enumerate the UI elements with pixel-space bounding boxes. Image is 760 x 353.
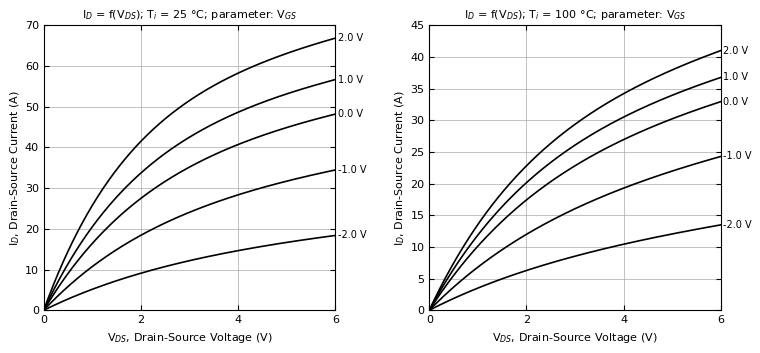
Text: 1.0 V: 1.0 V bbox=[337, 74, 363, 85]
Title: I$_D$ = f(V$_{DS}$); T$_i$ = 100 °C; parameter: V$_{GS}$: I$_D$ = f(V$_{DS}$); T$_i$ = 100 °C; par… bbox=[464, 8, 686, 22]
Text: 1.0 V: 1.0 V bbox=[724, 72, 749, 83]
Text: -2.0 V: -2.0 V bbox=[337, 231, 366, 240]
Text: 0.0 V: 0.0 V bbox=[337, 109, 363, 119]
Text: -2.0 V: -2.0 V bbox=[724, 220, 752, 230]
Text: -1.0 V: -1.0 V bbox=[337, 165, 366, 175]
Title: I$_D$ = f(V$_{DS}$); T$_i$ = 25 °C; parameter: V$_{GS}$: I$_D$ = f(V$_{DS}$); T$_i$ = 25 °C; para… bbox=[82, 8, 297, 22]
Y-axis label: I$_D$, Drain-Source Current (A): I$_D$, Drain-Source Current (A) bbox=[394, 90, 407, 246]
X-axis label: V$_{DS}$, Drain-Source Voltage (V): V$_{DS}$, Drain-Source Voltage (V) bbox=[106, 331, 272, 345]
Text: -1.0 V: -1.0 V bbox=[724, 151, 752, 161]
Text: 0.0 V: 0.0 V bbox=[724, 97, 749, 107]
Text: 2.0 V: 2.0 V bbox=[337, 33, 363, 43]
X-axis label: V$_{DS}$, Drain-Source Voltage (V): V$_{DS}$, Drain-Source Voltage (V) bbox=[492, 331, 658, 345]
Y-axis label: I$_D$, Drain-Source Current (A): I$_D$, Drain-Source Current (A) bbox=[8, 90, 22, 246]
Text: 2.0 V: 2.0 V bbox=[724, 46, 749, 55]
